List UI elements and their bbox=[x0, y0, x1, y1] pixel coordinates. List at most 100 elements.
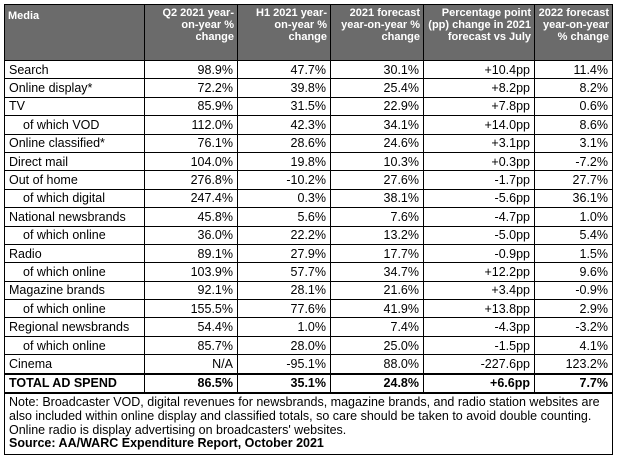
table-row: TV 85.9% 31.5% 22.9% +7.8pp 0.6% bbox=[4, 96, 613, 117]
table-row: of which online 36.0% 22.2% 13.2% -5.0pp 5.4% bbox=[4, 225, 613, 245]
row-media-label: Out of home bbox=[4, 170, 145, 190]
row-2021-forecast-value: 7.6% bbox=[330, 207, 424, 227]
row-pp-change-value: +0.3pp bbox=[423, 151, 535, 172]
row-h1-value: 77.6% bbox=[237, 299, 331, 319]
row-pp-change-value: +8.2pp bbox=[423, 78, 535, 98]
table-row: of which digital 247.4% 0.3% 38.1% -5.6pp 36.… bbox=[4, 188, 613, 209]
row-h1-value: 47.7% bbox=[237, 59, 331, 80]
row-pp-change-value: +3.1pp bbox=[423, 133, 535, 153]
row-2022-forecast-value: 11.4% bbox=[534, 59, 613, 80]
table-row: Magazine brands 92.1% 28.1% 21.6% +3.4pp -0.9… bbox=[4, 280, 613, 301]
row-2022-forecast-value: -7.2% bbox=[534, 151, 613, 172]
header-pp-change: Percentage point (pp) change in 2021 for… bbox=[423, 4, 535, 61]
table-row: National newsbrands 45.8% 5.6% 7.6% -4.7pp 1.… bbox=[4, 207, 613, 227]
note-cell: Note: Broadcaster VOD, digital revenues … bbox=[4, 392, 613, 456]
row-2022-forecast-value: 2.9% bbox=[534, 299, 613, 319]
row-2022-forecast-value: -0.9% bbox=[534, 280, 613, 301]
row-pp-change-value: -5.0pp bbox=[423, 225, 535, 245]
row-2021-forecast-value: 22.9% bbox=[330, 96, 424, 117]
row-2022-forecast-value: 3.1% bbox=[534, 133, 613, 153]
row-q2-value: 276.8% bbox=[144, 170, 238, 190]
row-2021-forecast-value: 13.2% bbox=[330, 225, 424, 245]
table-row: Online classified* 76.1% 28.6% 24.6% +3.1pp 3… bbox=[4, 133, 613, 153]
row-pp-change-value: +12.2pp bbox=[423, 262, 535, 282]
row-h1-value: 28.6% bbox=[237, 133, 331, 153]
row-2022-forecast-value: 0.6% bbox=[534, 96, 613, 117]
row-h1-value: -95.1% bbox=[237, 354, 331, 375]
total-2021-forecast: 24.8% bbox=[330, 372, 424, 395]
row-pp-change-value: -5.6pp bbox=[423, 188, 535, 209]
table-row: Online display* 72.2% 39.8% 25.4% +8.2pp 8.2% bbox=[4, 78, 613, 98]
row-q2-value: 85.7% bbox=[144, 335, 238, 356]
row-2021-forecast-value: 34.1% bbox=[330, 115, 424, 135]
row-pp-change-value: -4.3pp bbox=[423, 317, 535, 337]
row-media-label: of which online bbox=[4, 225, 145, 245]
table-row: Cinema N/A -95.1% 88.0% -227.6pp 123.2% bbox=[4, 354, 613, 375]
row-2021-forecast-value: 88.0% bbox=[330, 354, 424, 375]
row-2021-forecast-value: 17.7% bbox=[330, 243, 424, 264]
row-2021-forecast-value: 34.7% bbox=[330, 262, 424, 282]
row-2021-forecast-value: 25.0% bbox=[330, 335, 424, 356]
row-h1-value: 19.8% bbox=[237, 151, 331, 172]
table-body: Search 98.9% 47.7% 30.1% +10.4pp 11.4% Online … bbox=[4, 59, 613, 456]
row-q2-value: 36.0% bbox=[144, 225, 238, 245]
row-pp-change-value: -227.6pp bbox=[423, 354, 535, 375]
table-row: of which VOD 112.0% 42.3% 34.1% +14.0pp 8.6% bbox=[4, 115, 613, 135]
row-media-label: of which digital bbox=[4, 188, 145, 209]
row-q2-value: 155.5% bbox=[144, 299, 238, 319]
row-pp-change-value: +3.4pp bbox=[423, 280, 535, 301]
row-pp-change-value: +14.0pp bbox=[423, 115, 535, 135]
row-h1-value: -10.2% bbox=[237, 170, 331, 190]
row-media-label: of which online bbox=[4, 262, 145, 282]
row-2022-forecast-value: -3.2% bbox=[534, 317, 613, 337]
table-row: Regional newsbrands 54.4% 1.0% 7.4% -4.3pp -3… bbox=[4, 317, 613, 337]
row-q2-value: 103.9% bbox=[144, 262, 238, 282]
row-q2-value: 247.4% bbox=[144, 188, 238, 209]
row-media-label: Direct mail bbox=[4, 151, 145, 172]
note-text: Note: Broadcaster VOD, digital revenues … bbox=[9, 395, 600, 437]
total-h1: 35.1% bbox=[237, 372, 331, 395]
row-media-label: Cinema bbox=[4, 354, 145, 375]
row-2022-forecast-value: 4.1% bbox=[534, 335, 613, 356]
row-media-label: Online classified* bbox=[4, 133, 145, 153]
row-media-label: National newsbrands bbox=[4, 207, 145, 227]
row-pp-change-value: +13.8pp bbox=[423, 299, 535, 319]
header-2022-forecast: 2022 forecast year-on-year % change bbox=[534, 4, 613, 61]
row-media-label: Radio bbox=[4, 243, 145, 264]
row-h1-value: 27.9% bbox=[237, 243, 331, 264]
row-pp-change-value: -4.7pp bbox=[423, 207, 535, 227]
row-h1-value: 5.6% bbox=[237, 207, 331, 227]
row-q2-value: 54.4% bbox=[144, 317, 238, 337]
row-h1-value: 22.2% bbox=[237, 225, 331, 245]
header-h1-2021: H1 2021 year-on-year % change bbox=[237, 4, 331, 61]
row-2021-forecast-value: 25.4% bbox=[330, 78, 424, 98]
row-2021-forecast-value: 27.6% bbox=[330, 170, 424, 190]
row-pp-change-value: +10.4pp bbox=[423, 59, 535, 80]
row-q2-value: 98.9% bbox=[144, 59, 238, 80]
table-row: Direct mail 104.0% 19.8% 10.3% +0.3pp -7.2% bbox=[4, 151, 613, 172]
row-2021-forecast-value: 10.3% bbox=[330, 151, 424, 172]
source-text: Source: AA/WARC Expenditure Report, Octo… bbox=[9, 436, 324, 451]
total-row: TOTAL AD SPEND 86.5% 35.1% 24.8% +6.6pp … bbox=[4, 372, 613, 395]
adspend-table-container: Media Q2 2021 year-on-year % change H1 2… bbox=[4, 4, 613, 462]
row-2022-forecast-value: 8.6% bbox=[534, 115, 613, 135]
row-h1-value: 28.1% bbox=[237, 280, 331, 301]
row-2021-forecast-value: 7.4% bbox=[330, 317, 424, 337]
row-pp-change-value: -1.5pp bbox=[423, 335, 535, 356]
row-pp-change-value: +7.8pp bbox=[423, 96, 535, 117]
row-2022-forecast-value: 8.2% bbox=[534, 78, 613, 98]
row-q2-value: 76.1% bbox=[144, 133, 238, 153]
header-2021-forecast: 2021 forecast year-on-year % change bbox=[330, 4, 424, 61]
row-2021-forecast-value: 30.1% bbox=[330, 59, 424, 80]
row-media-label: Regional newsbrands bbox=[4, 317, 145, 337]
row-q2-value: 112.0% bbox=[144, 115, 238, 135]
row-h1-value: 1.0% bbox=[237, 317, 331, 337]
table-row: of which online 155.5% 77.6% 41.9% +13.8pp 2.… bbox=[4, 299, 613, 319]
table-header-row: Media Q2 2021 year-on-year % change H1 2… bbox=[4, 4, 613, 61]
row-2022-forecast-value: 36.1% bbox=[534, 188, 613, 209]
row-pp-change-value: -1.7pp bbox=[423, 170, 535, 190]
row-media-label: of which online bbox=[4, 299, 145, 319]
row-q2-value: 72.2% bbox=[144, 78, 238, 98]
total-label: TOTAL AD SPEND bbox=[4, 372, 145, 395]
total-pp-change: +6.6pp bbox=[423, 372, 535, 395]
